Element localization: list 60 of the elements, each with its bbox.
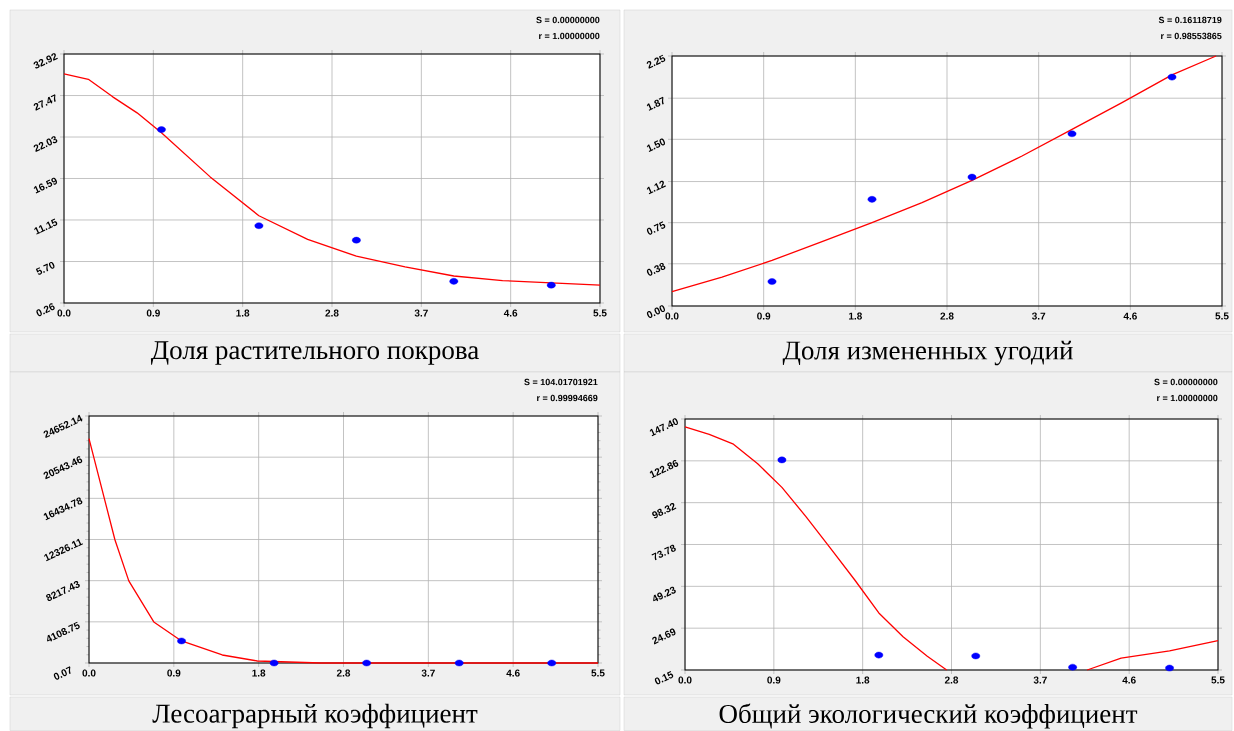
- y-tick-label: 22.03: [33, 136, 58, 153]
- y-tick-label: 0.75: [646, 221, 666, 235]
- y-tick-label: 0.26: [36, 303, 55, 317]
- text: S = 0.00000000: [1154, 378, 1218, 386]
- x-tick-label: 0.9: [146, 309, 160, 317]
- y-tick-label: 1.87: [646, 96, 664, 111]
- x-tick-label: 2.8: [940, 312, 954, 320]
- x-tick-label: 0.9: [767, 676, 781, 684]
- x-tick-label: 4.6: [1123, 312, 1137, 320]
- x-tick-label: 0.0: [82, 669, 96, 677]
- x-tick-label: 1.8: [252, 669, 266, 677]
- y-tick-label: 0.07: [53, 666, 71, 680]
- y-tick-label: 27.47: [33, 94, 56, 111]
- x-tick-label: 0.0: [665, 312, 679, 320]
- x-tick-label: 1.8: [849, 312, 862, 320]
- x-tick-label: 2.8: [336, 669, 351, 677]
- text: Лесоаграрный коэффициент: [152, 703, 478, 729]
- x-tick-label: 4.6: [503, 309, 518, 317]
- y-tick-label: 0.38: [646, 262, 666, 276]
- y-tick-label: 11.15: [34, 218, 58, 235]
- y-tick-label: 1.50: [646, 138, 666, 152]
- text: r = 1.00000000: [539, 32, 600, 40]
- x-tick-label: 1.8: [856, 676, 870, 684]
- x-tick-label: 2.8: [325, 309, 339, 317]
- x-tick-label: 5.5: [593, 309, 607, 317]
- x-tick-label: 3.7: [1031, 312, 1046, 320]
- x-tick-label: 0.9: [757, 312, 771, 320]
- text: r = 1.00000000: [1157, 394, 1218, 402]
- text: S = 0.16118719: [1158, 16, 1222, 24]
- y-tick-label: 0.15: [654, 671, 674, 685]
- y-tick-label: 1.12: [646, 180, 666, 195]
- x-tick-label: 4.6: [506, 669, 520, 677]
- x-tick-label: 3.7: [414, 309, 428, 317]
- x-tick-label: 4.6: [1122, 676, 1136, 684]
- x-tick-label: 2.8: [944, 676, 959, 684]
- x-tick-label: 3.7: [1033, 676, 1047, 684]
- y-tick-label: 49.23: [653, 586, 676, 602]
- text: Доля измененных угодий: [782, 340, 1073, 366]
- x-tick-label: 0.9: [167, 669, 181, 677]
- y-tick-label: 5.70: [35, 261, 55, 275]
- x-tick-label: 3.7: [421, 669, 435, 677]
- text: Доля растительного покрова: [150, 341, 479, 365]
- y-tick-label: 73.78: [651, 544, 676, 561]
- y-tick-label: 16.59: [33, 177, 58, 194]
- x-tick-label: 0.0: [678, 676, 692, 684]
- text: r = 0.99994669: [537, 394, 598, 402]
- y-tick-label: 0.00: [646, 305, 666, 318]
- x-tick-label: 5.5: [1215, 312, 1229, 320]
- y-tick-label: 98.32: [652, 502, 677, 519]
- text: S = 104.01701921: [524, 378, 598, 386]
- text: r = 0.98553865: [1161, 32, 1222, 40]
- text: Общий экологический коэффициент: [719, 703, 1138, 729]
- x-tick-label: 1.8: [236, 309, 250, 317]
- y-tick-label: 32.92: [33, 53, 58, 69]
- y-tick-label: 2.25: [646, 54, 666, 69]
- x-tick-label: 0.0: [57, 309, 71, 317]
- x-tick-label: 5.5: [1211, 676, 1225, 684]
- x-tick-label: 5.5: [591, 669, 605, 677]
- y-tick-label: 24.69: [652, 628, 676, 645]
- text: S = 0.00000000: [536, 16, 600, 24]
